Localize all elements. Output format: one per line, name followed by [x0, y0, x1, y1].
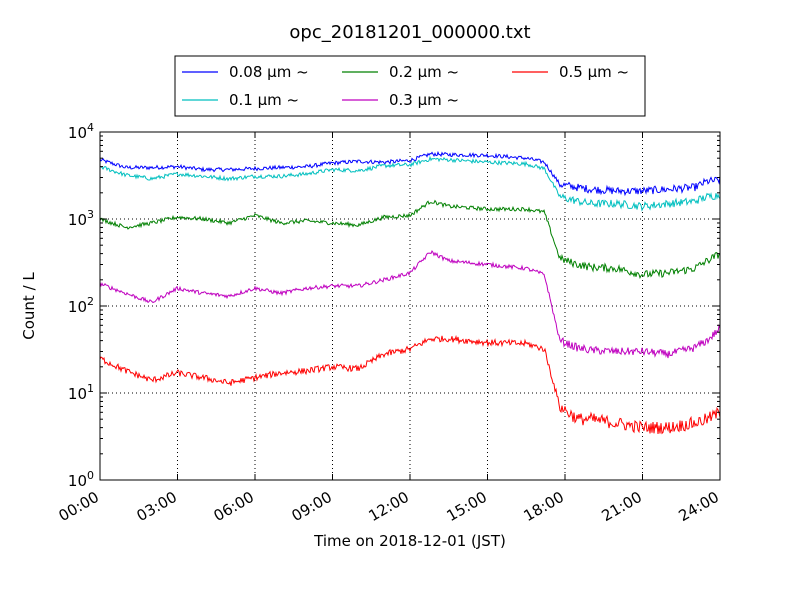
grid-lines: [100, 132, 720, 480]
series-line: [99, 199, 721, 280]
legend-box: [174, 55, 646, 117]
legend: 0.08 μm ~ 0.1 μm ~ 0.2 μm ~ 0.3 μm ~ 0.5 μm …: [174, 55, 646, 117]
y-tick-labels: 100 101 102 103 104: [68, 121, 94, 490]
series-line: [99, 249, 721, 359]
y-tick-label: 103: [68, 208, 94, 229]
y-axis-label: Count / L: [20, 272, 38, 340]
series-line: [99, 155, 721, 212]
y-tick-label: 102: [68, 295, 94, 316]
legend-label: 0.2 μm ~: [389, 63, 459, 81]
x-tick-label: 24:00: [676, 488, 722, 525]
legend-label: 0.08 μm ~: [229, 63, 309, 81]
chart-title: opc_20181201_000000.txt: [289, 22, 530, 43]
x-tick-labels: 00:00 03:00 06:00 09:00 12:00 15:00 18:0…: [56, 488, 722, 525]
legend-label: 0.5 μm ~: [559, 63, 629, 81]
x-axis-label: Time on 2018-12-01 (JST): [313, 532, 506, 550]
legend-label: 0.1 μm ~: [229, 91, 299, 109]
plot-area: [99, 131, 721, 481]
x-tick-label: 12:00: [366, 488, 412, 525]
tick-marks: [99, 131, 721, 481]
x-tick-label: 09:00: [289, 488, 335, 525]
x-tick-label: 06:00: [211, 488, 257, 525]
y-tick-label: 100: [68, 469, 94, 490]
series-line: [99, 150, 721, 197]
y-tick-label: 101: [68, 382, 94, 403]
x-tick-label: 03:00: [134, 488, 180, 525]
x-tick-label: 21:00: [599, 488, 645, 525]
x-tick-label: 18:00: [521, 488, 567, 525]
x-tick-label: 00:00: [56, 488, 102, 525]
series-line: [99, 334, 721, 435]
x-tick-label: 15:00: [444, 488, 490, 525]
legend-label: 0.3 μm ~: [389, 91, 459, 109]
series-layer: [99, 150, 721, 435]
y-tick-label: 104: [68, 121, 94, 142]
